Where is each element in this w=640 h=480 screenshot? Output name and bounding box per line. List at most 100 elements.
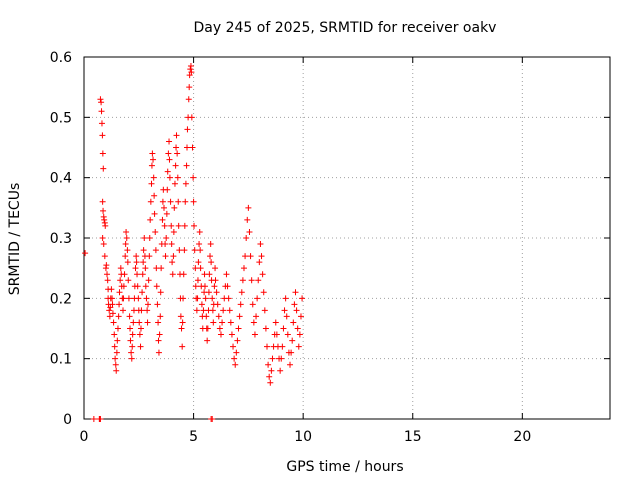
data-point — [287, 361, 294, 368]
data-point — [103, 262, 110, 269]
data-point — [236, 313, 243, 320]
data-point — [101, 253, 108, 260]
data-point — [152, 247, 159, 254]
data-point — [177, 313, 184, 320]
data-point — [113, 349, 120, 356]
data-point — [169, 271, 176, 278]
data-point — [99, 235, 106, 241]
data-point — [189, 144, 196, 151]
y-tick-label: 0.2 — [50, 291, 72, 307]
data-point — [161, 222, 168, 229]
data-point — [172, 162, 179, 169]
y-tick-label: 0 — [63, 412, 72, 428]
data-point — [194, 277, 201, 284]
data-point — [280, 325, 287, 332]
data-point — [120, 307, 127, 314]
y-tick-label: 0.5 — [50, 110, 72, 126]
data-point — [291, 301, 298, 308]
data-point — [210, 319, 217, 326]
data-point — [136, 319, 143, 326]
data-point — [238, 289, 245, 296]
data-point — [147, 216, 154, 223]
data-point — [173, 144, 180, 151]
data-point — [166, 156, 173, 163]
data-point — [227, 319, 234, 326]
data-point — [127, 325, 134, 332]
x-axis-label: GPS time / hours — [286, 459, 403, 475]
data-point — [155, 337, 162, 344]
data-point — [232, 361, 239, 368]
data-point — [203, 313, 210, 320]
data-point — [120, 295, 127, 302]
data-point — [164, 186, 171, 193]
data-point — [100, 241, 107, 248]
data-point — [117, 277, 124, 284]
data-point — [251, 331, 258, 338]
data-point — [253, 313, 260, 320]
data-point — [115, 313, 122, 320]
data-point — [138, 307, 145, 314]
data-point — [247, 253, 254, 260]
data-point — [175, 198, 182, 205]
data-point — [98, 120, 105, 127]
data-point — [112, 355, 119, 362]
data-point — [187, 63, 194, 70]
data-point — [145, 277, 152, 284]
data-point — [225, 295, 232, 302]
data-point — [296, 331, 303, 338]
x-tick-label: 15 — [404, 429, 422, 445]
data-point — [226, 307, 233, 314]
data-point — [184, 126, 191, 133]
data-point — [155, 349, 162, 356]
data-point — [144, 301, 151, 308]
data-point — [163, 235, 170, 241]
data-point — [293, 307, 300, 314]
data-point — [135, 295, 142, 302]
data-point — [169, 259, 176, 266]
data-point — [107, 304, 114, 311]
data-point — [133, 253, 140, 260]
data-point — [156, 331, 163, 338]
data-point — [205, 289, 212, 296]
data-point — [117, 265, 124, 272]
data-point — [142, 283, 149, 290]
data-point — [260, 289, 267, 296]
data-point — [154, 301, 161, 308]
data-point — [150, 156, 157, 163]
data-points — [82, 63, 306, 422]
data-point — [240, 265, 247, 272]
data-point — [182, 198, 189, 205]
data-point — [261, 307, 268, 314]
data-point — [259, 271, 266, 278]
data-point — [224, 283, 231, 290]
data-point — [171, 180, 178, 187]
data-point — [147, 198, 154, 205]
data-point — [230, 343, 237, 350]
data-point — [90, 416, 97, 422]
data-point — [256, 259, 263, 266]
data-point — [158, 265, 165, 272]
data-point — [186, 84, 193, 91]
data-point — [100, 207, 107, 214]
data-point — [168, 222, 175, 229]
data-point — [166, 174, 173, 181]
y-tick-label: 0.6 — [50, 50, 72, 66]
data-point — [179, 319, 186, 326]
data-point — [106, 313, 113, 320]
data-point — [200, 307, 207, 314]
data-point — [123, 228, 130, 235]
data-point — [171, 204, 178, 211]
data-point — [128, 349, 135, 356]
data-point — [219, 319, 226, 326]
data-point — [191, 222, 198, 229]
data-point — [113, 367, 120, 374]
data-point — [142, 265, 149, 272]
data-point — [140, 259, 147, 266]
data-point — [278, 355, 285, 362]
data-point — [245, 204, 252, 211]
data-point — [197, 265, 204, 272]
data-point — [244, 216, 251, 223]
data-point — [204, 325, 211, 332]
data-point — [148, 162, 155, 169]
